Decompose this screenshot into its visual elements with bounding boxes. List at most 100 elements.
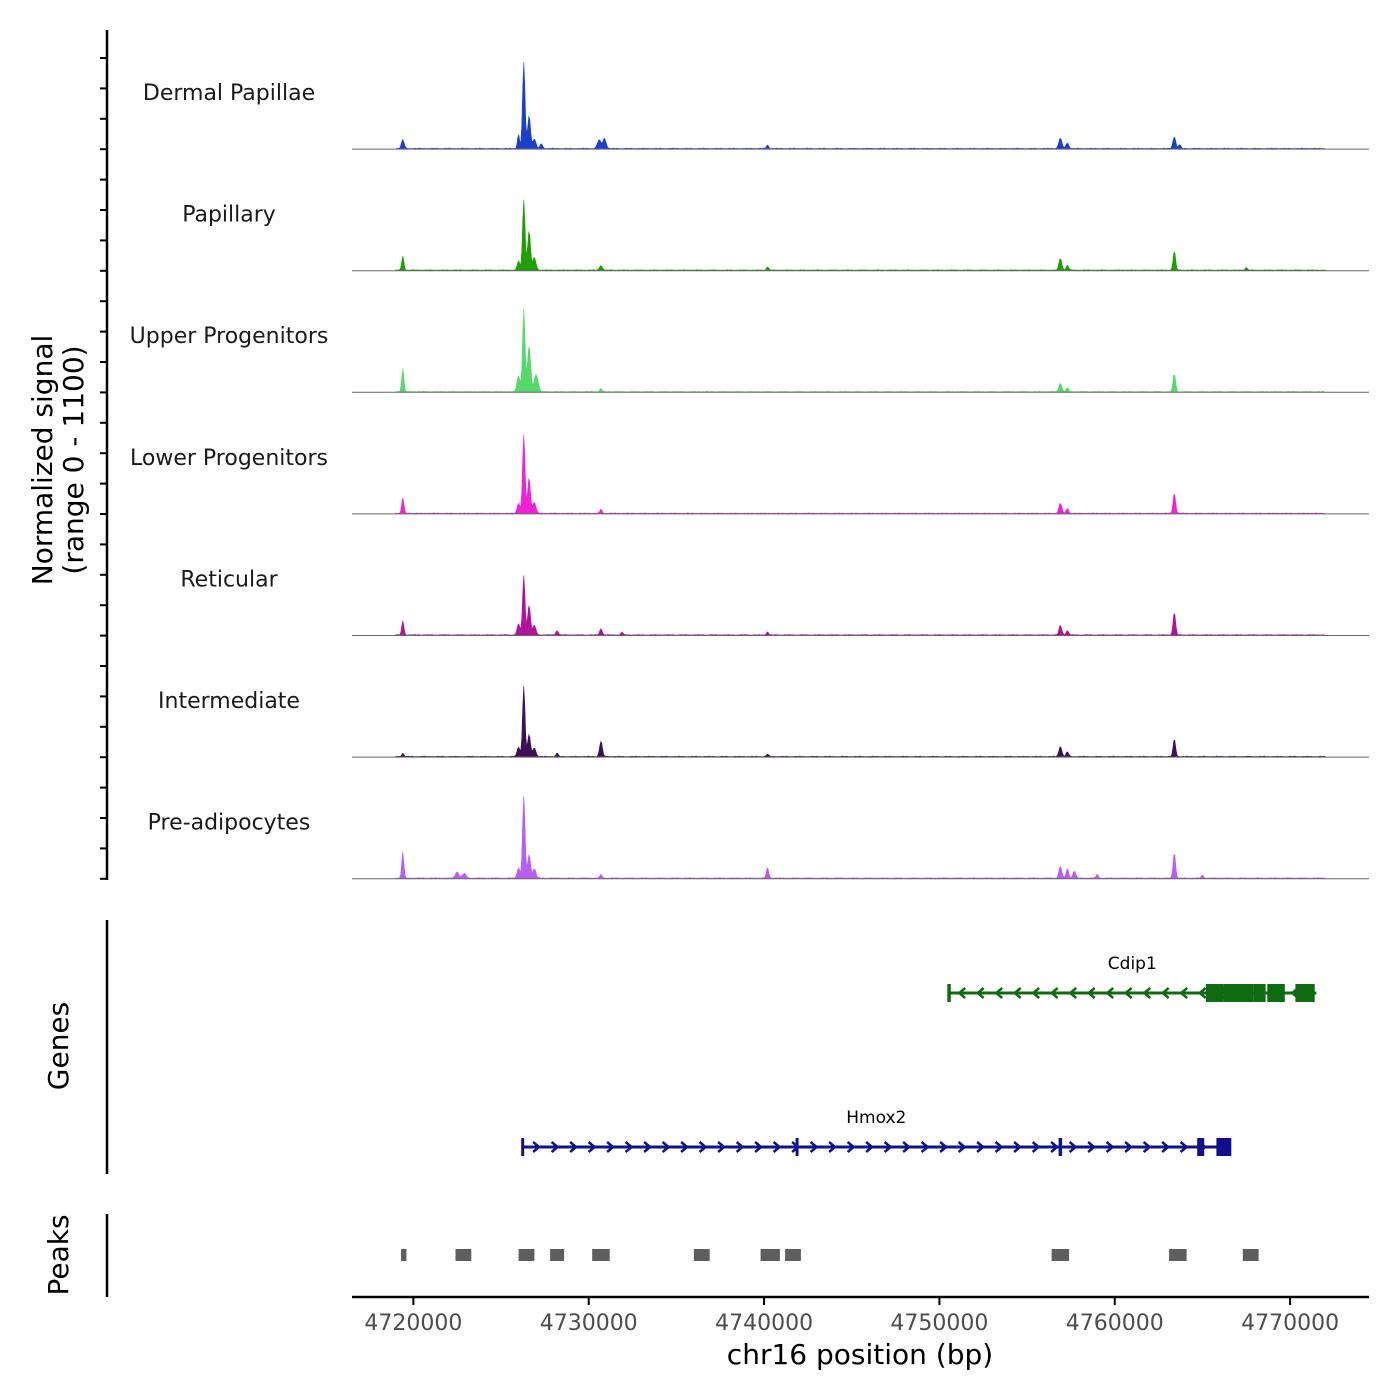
x-tick-label: 4770000 — [1241, 1311, 1339, 1336]
strand-arrow-icon — [1031, 1141, 1041, 1153]
peak-region — [550, 1249, 565, 1261]
strand-arrow-icon — [624, 1141, 634, 1153]
strand-arrow-icon — [1160, 987, 1170, 999]
gene-label-hmox2: Hmox2 — [846, 1108, 906, 1128]
strand-arrow-icon — [994, 987, 1004, 999]
strand-arrow-icon — [550, 1141, 560, 1153]
strand-arrow-icon — [1179, 1141, 1189, 1153]
exon-block — [1267, 984, 1285, 1002]
x-axis-ticks: 4720000 4730000 4740000 4750000 4760000 47700… — [364, 1297, 1339, 1336]
signal-area-upper-progenitors — [395, 309, 1326, 393]
peak-region — [785, 1249, 801, 1261]
strand-arrow-icon — [1068, 987, 1078, 999]
signal-area-reticular — [395, 575, 1326, 636]
strand-arrow-icon — [754, 1141, 764, 1153]
strand-arrow-icon — [846, 1141, 856, 1153]
strand-arrow-icon — [1050, 1141, 1060, 1153]
strand-arrow-icon — [1123, 987, 1133, 999]
peaks-section-title: Peaks — [42, 1214, 75, 1295]
strand-arrow-icon — [643, 1141, 653, 1153]
strand-arrow-icon — [809, 1141, 819, 1153]
peak-region — [760, 1249, 780, 1261]
strand-arrow-icon — [902, 1141, 912, 1153]
strand-arrow-icon — [1049, 987, 1059, 999]
track-label: Pre-adipocytes — [148, 811, 311, 836]
strand-arrow-icon — [735, 1141, 745, 1153]
strand-arrow-icon — [1087, 1141, 1097, 1153]
strand-arrow-icon — [865, 1141, 875, 1153]
track-label: Reticular — [180, 567, 278, 592]
exon-block — [521, 1138, 525, 1156]
strand-arrow-icon — [717, 1141, 727, 1153]
track-label: Upper Progenitors — [130, 324, 329, 349]
x-tick-label: 4730000 — [540, 1311, 638, 1336]
exon-block — [947, 984, 951, 1002]
exon-block — [1295, 984, 1315, 1002]
strand-arrow-icon — [1105, 987, 1115, 999]
exon-block — [1223, 984, 1254, 1002]
strand-arrow-icon — [1142, 1141, 1152, 1153]
exon-block — [1197, 1138, 1205, 1156]
strand-arrow-icon — [698, 1141, 708, 1153]
track-labels: Dermal Papillae Papillary Upper Progenitor… — [130, 81, 329, 836]
strand-arrow-icon — [1031, 987, 1041, 999]
gene-models: Cdip1 Hmox2 — [521, 954, 1317, 1156]
peak-region — [1051, 1249, 1070, 1261]
strand-arrow-icon — [957, 987, 967, 999]
strand-arrow-icon — [1068, 1141, 1078, 1153]
track-label: Dermal Papillae — [143, 81, 315, 106]
signal-area-pre-adipocytes — [395, 795, 1326, 879]
strand-arrow-icon — [587, 1141, 597, 1153]
peak-region — [401, 1249, 407, 1261]
y-axis-title-line1: Normalized signal — [26, 335, 59, 586]
strand-arrow-icon — [920, 1141, 930, 1153]
signal-area-intermediate — [395, 686, 1326, 757]
genes-section-title: Genes — [42, 1002, 75, 1090]
strand-arrow-icon — [606, 1141, 616, 1153]
strand-arrow-icon — [532, 1141, 542, 1153]
peak-region — [455, 1249, 472, 1261]
strand-arrow-icon — [828, 1141, 838, 1153]
strand-arrow-icon — [1086, 987, 1096, 999]
x-tick-label: 4750000 — [890, 1311, 988, 1336]
exon-block — [1058, 1138, 1063, 1156]
signal-axis-ticks — [100, 57, 107, 880]
strand-arrow-icon — [994, 1141, 1004, 1153]
strand-arrow-icon — [569, 1141, 579, 1153]
x-axis-title: chr16 position (bp) — [727, 1338, 993, 1371]
x-tick-label: 4720000 — [364, 1311, 462, 1336]
strand-arrow-icon — [1179, 987, 1189, 999]
x-tick-label: 4760000 — [1066, 1311, 1164, 1336]
peak-region — [1169, 1249, 1187, 1261]
strand-arrow-icon — [1124, 1141, 1134, 1153]
peak-regions — [401, 1249, 1259, 1261]
exon-block — [1205, 984, 1224, 1002]
peak-region — [592, 1249, 610, 1261]
strand-arrow-icon — [975, 987, 985, 999]
strand-arrow-icon — [1197, 987, 1207, 999]
peak-region — [1242, 1249, 1259, 1261]
strand-arrow-icon — [883, 1141, 893, 1153]
strand-arrow-icon — [1012, 987, 1022, 999]
strand-arrow-icon — [680, 1141, 690, 1153]
strand-arrow-icon — [1105, 1141, 1115, 1153]
strand-arrow-icon — [1013, 1141, 1023, 1153]
strand-arrow-icon — [772, 1141, 782, 1153]
y-axis-title-line2: (range 0 - 1100) — [57, 345, 90, 574]
track-label: Papillary — [182, 203, 276, 228]
exon-block — [795, 1138, 799, 1156]
track-label: Intermediate — [158, 689, 300, 714]
x-tick-label: 4740000 — [715, 1311, 813, 1336]
strand-arrow-icon — [939, 1141, 949, 1153]
peak-region — [693, 1249, 710, 1261]
exon-block — [1253, 984, 1266, 1002]
exon-block — [1216, 1138, 1232, 1156]
track-label: Lower Progenitors — [130, 446, 328, 471]
signal-tracks — [352, 62, 1369, 880]
strand-arrow-icon — [1161, 1141, 1171, 1153]
gene-label-cdip1: Cdip1 — [1108, 954, 1157, 974]
strand-arrow-icon — [661, 1141, 671, 1153]
signal-area-dermal-papillae — [395, 62, 1326, 149]
